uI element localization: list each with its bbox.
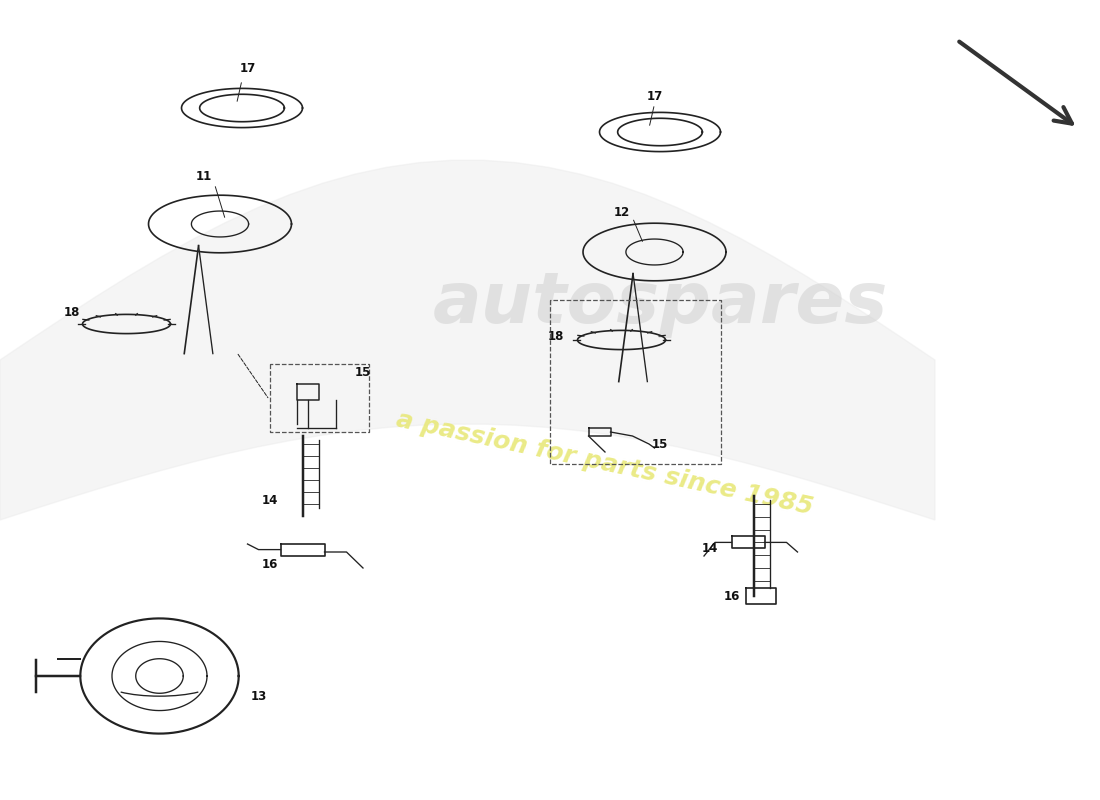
Text: 18: 18	[548, 330, 563, 343]
Text: 17: 17	[240, 62, 255, 75]
Text: a passion for parts since 1985: a passion for parts since 1985	[394, 408, 816, 520]
Text: 15: 15	[652, 438, 668, 451]
Text: 13: 13	[251, 690, 266, 703]
Text: 15: 15	[355, 366, 371, 379]
Text: 16: 16	[262, 558, 277, 571]
Text: 14: 14	[702, 542, 717, 555]
Text: 16: 16	[724, 590, 739, 603]
Text: 14: 14	[262, 494, 277, 507]
Text: 11: 11	[196, 170, 211, 183]
Polygon shape	[0, 160, 935, 520]
Text: autospares: autospares	[432, 270, 888, 338]
Text: 18: 18	[64, 306, 79, 319]
Text: 12: 12	[614, 206, 629, 219]
Text: 17: 17	[647, 90, 662, 103]
